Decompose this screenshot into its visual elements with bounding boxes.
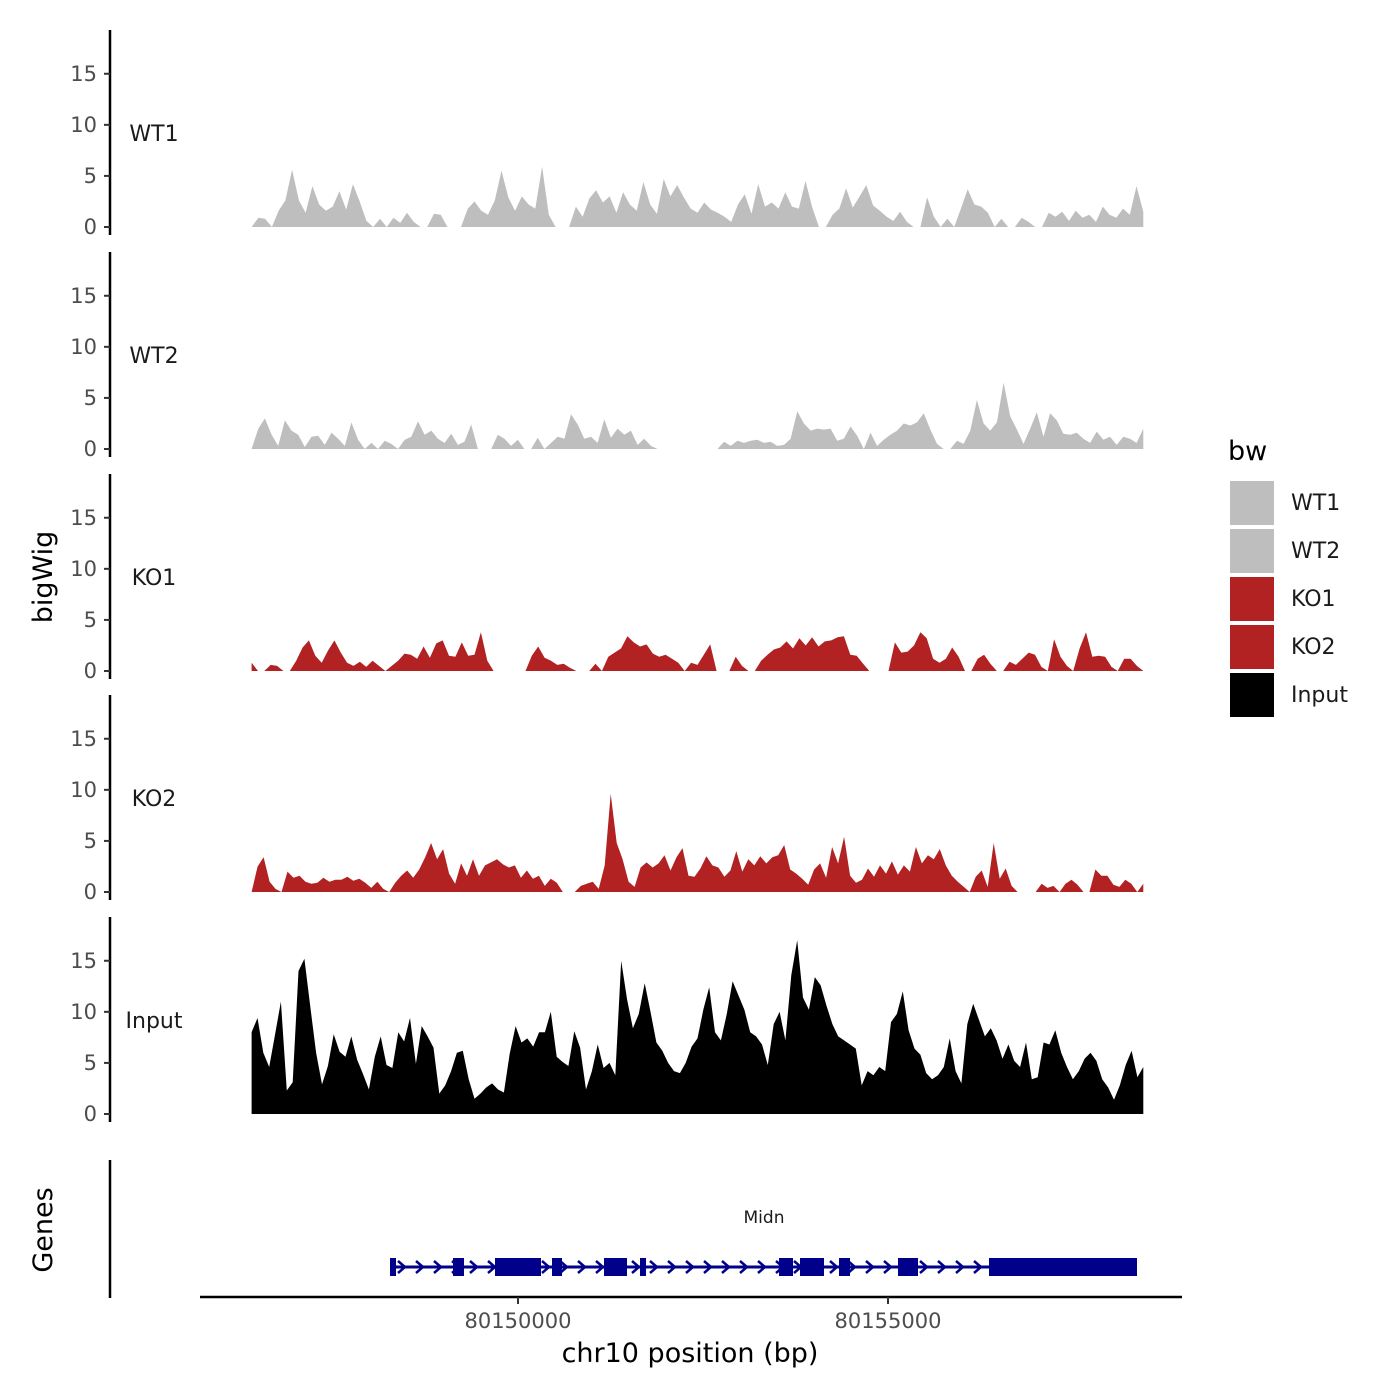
y-tick-label: 0 bbox=[84, 659, 97, 683]
exon-box bbox=[604, 1258, 627, 1276]
strand-arrow bbox=[631, 1260, 641, 1274]
strand-arrow bbox=[739, 1260, 749, 1274]
track-wt2: 0 5 10 15 WT2 bbox=[70, 252, 1144, 461]
strand-arrow bbox=[721, 1260, 731, 1274]
track-wt1: 0 5 10 15 WT1 bbox=[70, 30, 1144, 239]
legend-key-wt1 bbox=[1228, 479, 1276, 527]
strand-arrow bbox=[829, 1260, 839, 1274]
coverage-area-ko1 bbox=[251, 632, 1144, 671]
strand-arrow bbox=[973, 1260, 983, 1274]
track-ko1: 0 5 10 15 KO1 bbox=[70, 474, 1144, 683]
x-tick-label: 80150000 bbox=[465, 1309, 572, 1333]
track-ko2: 0 5 10 15 KO2 bbox=[70, 695, 1144, 904]
exon-box bbox=[989, 1258, 1137, 1276]
strand-arrow bbox=[937, 1260, 947, 1274]
strand-arrow bbox=[847, 1260, 857, 1274]
y-tick-label: 5 bbox=[84, 1051, 97, 1075]
y-tick-label: 0 bbox=[84, 437, 97, 461]
x-axis-title: chr10 position (bp) bbox=[562, 1338, 819, 1369]
legend-label-ko1: KO1 bbox=[1291, 587, 1336, 612]
exon-box bbox=[495, 1258, 541, 1276]
y-tick-label: 0 bbox=[84, 215, 97, 239]
legend-title: bw bbox=[1228, 436, 1267, 467]
y-tick-label: 15 bbox=[70, 284, 97, 308]
legend: bw WT1 WT2 KO1 KO2 Input bbox=[1228, 436, 1348, 719]
y-tick-label: 5 bbox=[84, 829, 97, 853]
coverage-area-ko2 bbox=[251, 793, 1144, 892]
gene-track: Midn bbox=[108, 1160, 1137, 1298]
strand-arrow bbox=[469, 1260, 479, 1274]
coverage-area-wt2 bbox=[251, 382, 1144, 449]
strand-arrow bbox=[649, 1260, 659, 1274]
y-tick-label: 15 bbox=[70, 727, 97, 751]
strand-arrow bbox=[685, 1260, 695, 1274]
y-tick-label: 15 bbox=[70, 62, 97, 86]
strand-arrow bbox=[577, 1260, 587, 1274]
y-tick-label: 0 bbox=[84, 880, 97, 904]
coverage-area-wt1 bbox=[251, 166, 1144, 227]
legend-key-ko1 bbox=[1228, 575, 1276, 623]
strand-arrow bbox=[595, 1260, 605, 1274]
strand-arrow bbox=[757, 1260, 767, 1274]
y-tick-label: 10 bbox=[70, 557, 97, 581]
gene-name-label: Midn bbox=[744, 1208, 785, 1228]
legend-label-ko2: KO2 bbox=[1291, 635, 1336, 660]
x-tick-label: 80155000 bbox=[835, 1309, 942, 1333]
legend-label-wt1: WT1 bbox=[1291, 491, 1340, 516]
exon-box bbox=[390, 1258, 396, 1276]
track-label-ko2: KO2 bbox=[132, 787, 177, 812]
track-label-wt1: WT1 bbox=[129, 122, 178, 147]
track-label-wt2: WT2 bbox=[129, 344, 178, 369]
strand-arrow bbox=[955, 1260, 965, 1274]
legend-key-ko2 bbox=[1228, 623, 1276, 671]
y-tick-label: 10 bbox=[70, 1000, 97, 1024]
y-axis-title: bigWig bbox=[28, 531, 59, 624]
exon-box bbox=[779, 1258, 793, 1276]
legend-label-input: Input bbox=[1291, 683, 1348, 708]
exon-box bbox=[640, 1258, 646, 1276]
strand-arrow bbox=[883, 1260, 893, 1274]
exon-box bbox=[839, 1258, 850, 1276]
exon-box bbox=[898, 1258, 918, 1276]
y-tick-label: 10 bbox=[70, 335, 97, 359]
strand-arrow bbox=[865, 1260, 875, 1274]
strand-arrow bbox=[415, 1260, 425, 1274]
track-label-ko1: KO1 bbox=[132, 566, 177, 591]
y-tick-label: 5 bbox=[84, 386, 97, 410]
strand-arrow bbox=[397, 1260, 407, 1274]
exon-box bbox=[800, 1258, 824, 1276]
y-tick-label: 15 bbox=[70, 949, 97, 973]
coverage-area-input bbox=[251, 940, 1144, 1114]
strand-arrow bbox=[703, 1260, 713, 1274]
y-tick-label: 10 bbox=[70, 778, 97, 802]
legend-key-wt2 bbox=[1228, 527, 1276, 575]
exon-box bbox=[453, 1258, 464, 1276]
strand-arrow bbox=[433, 1260, 443, 1274]
x-axis: 80150000 80155000 bbox=[200, 1295, 1182, 1333]
y-tick-label: 5 bbox=[84, 164, 97, 188]
track-input: 0 5 10 15 Input bbox=[70, 917, 1144, 1126]
y-tick-label: 5 bbox=[84, 608, 97, 632]
y-tick-label: 15 bbox=[70, 506, 97, 530]
strand-arrow bbox=[559, 1260, 569, 1274]
gene-track-title: Genes bbox=[28, 1187, 59, 1272]
y-tick-label: 0 bbox=[84, 1102, 97, 1126]
strand-arrow bbox=[541, 1260, 551, 1274]
legend-label-wt2: WT2 bbox=[1291, 539, 1340, 564]
exon-box bbox=[552, 1258, 562, 1276]
legend-key-input bbox=[1228, 671, 1276, 719]
strand-arrow bbox=[667, 1260, 677, 1274]
track-label-input: Input bbox=[126, 1009, 183, 1034]
coverage-tracks: 0 5 10 15 WT1 0 5 10 15 WT2 0 5 10 15 KO1 0 5 10 15 KO2 0 5 10… bbox=[70, 30, 1144, 1126]
y-tick-label: 10 bbox=[70, 113, 97, 137]
strand-arrow bbox=[919, 1260, 929, 1274]
